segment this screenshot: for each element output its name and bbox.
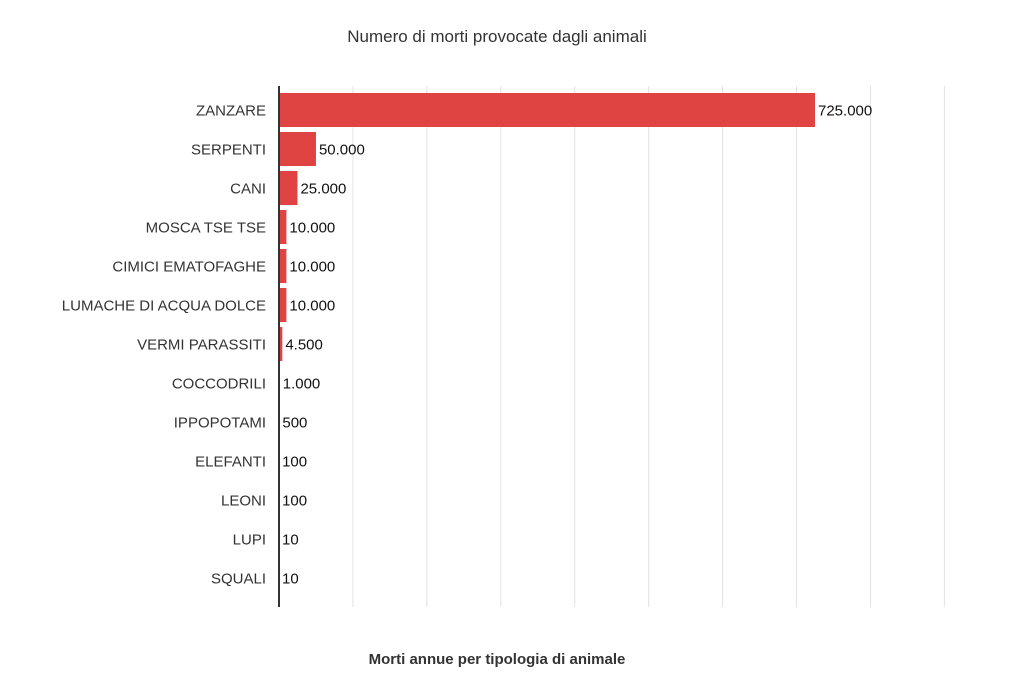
value-label: 500 xyxy=(282,415,307,432)
value-label: 10.000 xyxy=(289,298,335,315)
bar xyxy=(279,210,286,244)
category-label: MOSCA TSE TSE xyxy=(146,220,266,237)
bars xyxy=(279,93,815,595)
category-label: IPPOPOTAMI xyxy=(174,415,266,432)
bar xyxy=(279,132,316,166)
value-label: 10.000 xyxy=(289,220,335,237)
bar xyxy=(279,93,815,127)
value-label: 25.000 xyxy=(300,181,346,198)
category-label: LUPI xyxy=(233,532,266,549)
value-label: 725.000 xyxy=(818,103,872,120)
bar xyxy=(279,171,297,205)
value-label: 1.000 xyxy=(283,376,321,393)
grid-lines xyxy=(353,86,944,607)
category-label: ZANZARE xyxy=(196,103,266,120)
value-label: 4.500 xyxy=(285,337,323,354)
value-label: 10.000 xyxy=(289,259,335,276)
category-label: LEONI xyxy=(221,493,266,510)
value-label: 100 xyxy=(282,454,307,471)
value-label: 100 xyxy=(282,493,307,510)
value-labels: 725.000 50.000 25.000 10.000 10.000 10.000 4.5… xyxy=(282,103,872,588)
category-label: SERPENTI xyxy=(191,142,266,159)
chart-title: Numero di morti provocate dagli animali xyxy=(347,27,647,46)
bar xyxy=(279,249,286,283)
category-label: ELEFANTI xyxy=(195,454,266,471)
category-label: CANI xyxy=(230,181,266,198)
bar xyxy=(279,288,286,322)
value-label: 10 xyxy=(282,532,299,549)
value-label: 10 xyxy=(282,571,299,588)
value-label: 50.000 xyxy=(319,142,365,159)
category-label: VERMI PARASSITI xyxy=(137,337,266,354)
category-label: COCCODRILI xyxy=(172,376,266,393)
category-label: LUMACHE DI ACQUA DOLCE xyxy=(62,298,266,315)
category-labels: ZANZARE SERPENTI CANI MOSCA TSE TSE CIMICI E… xyxy=(62,103,266,588)
category-label: CIMICI EMATOFAGHE xyxy=(112,259,266,276)
category-label: SQUALI xyxy=(211,571,266,588)
x-axis-label: Morti annue per tipologia di animale xyxy=(369,651,626,668)
